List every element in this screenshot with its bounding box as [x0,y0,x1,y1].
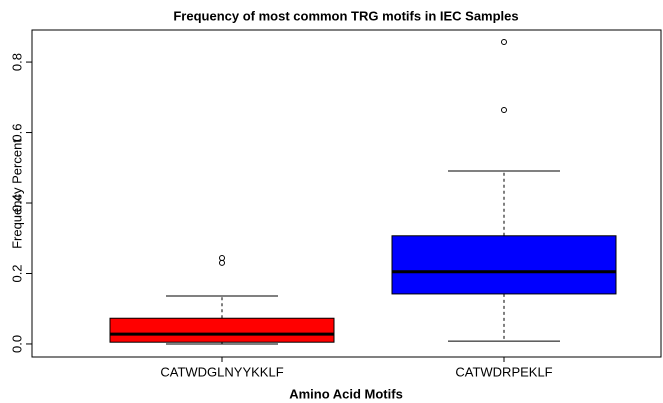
y-tick-label: 0.6 [9,124,24,142]
box [109,317,335,343]
plot-frame [31,29,662,358]
outlier [501,38,507,45]
y-axis-label: Frequency Percent [9,139,24,249]
x-axis-label: Amino Acid Motifs [289,386,403,401]
outlier [219,254,225,261]
x-tick-label: CATWDGLNYYKKLF [160,364,283,379]
outlier [501,106,507,113]
x-tick-label: CATWDRPEKLF [455,364,552,379]
y-tick-label: 0.4 [9,194,24,212]
chart-title: Frequency of most common TRG motifs in I… [173,8,518,23]
box [391,235,617,295]
y-tick-label: 0.8 [9,53,24,71]
y-tick-label: 0.2 [9,264,24,282]
y-tick-label: 0.0 [9,335,24,353]
outlier [219,259,225,266]
